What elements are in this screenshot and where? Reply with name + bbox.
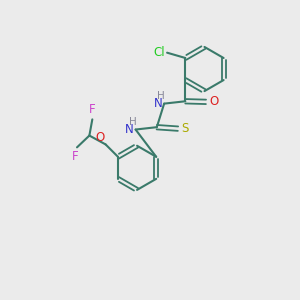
Text: N: N [125, 123, 134, 136]
Text: S: S [181, 122, 188, 135]
Text: O: O [95, 130, 105, 143]
Text: F: F [89, 103, 96, 116]
Text: O: O [209, 95, 218, 108]
Text: N: N [154, 97, 163, 110]
Text: H: H [157, 91, 165, 101]
Text: F: F [72, 150, 79, 163]
Text: H: H [129, 117, 136, 127]
Text: Cl: Cl [153, 46, 165, 59]
